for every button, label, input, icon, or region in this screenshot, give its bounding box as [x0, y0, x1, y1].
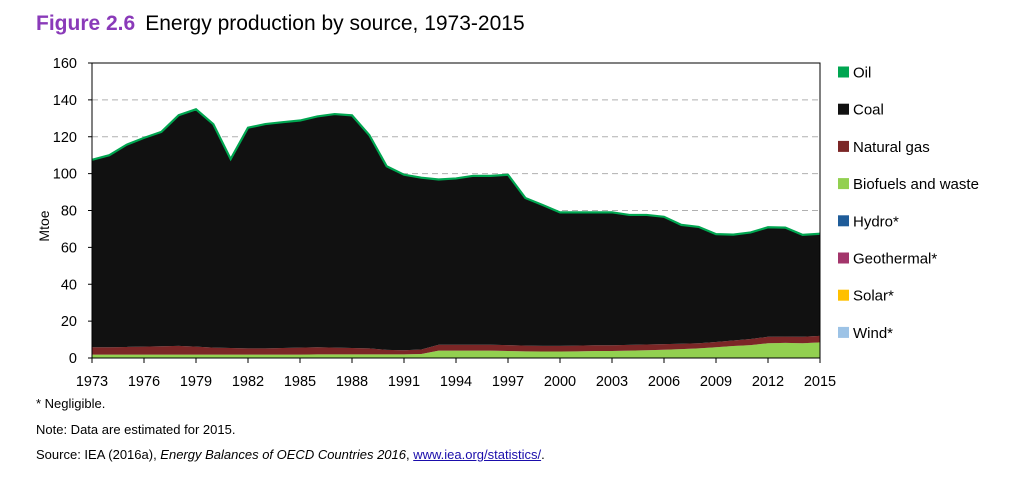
x-tick-label: 1997 — [492, 374, 524, 390]
x-tick-label: 2006 — [648, 374, 680, 390]
x-tick-label: 1973 — [76, 374, 108, 390]
x-tick-label: 1979 — [180, 374, 212, 390]
legend-swatch-geothermal — [838, 252, 849, 264]
x-tick-label: 1991 — [388, 374, 420, 390]
legend-label-oil: Oil — [853, 65, 871, 82]
x-tick-label: 1982 — [232, 374, 264, 390]
legend-label-coal: Coal — [853, 102, 884, 119]
y-tick-label: 140 — [53, 93, 77, 109]
legend-label-biofuels-and-waste: Biofuels and waste — [853, 176, 979, 193]
x-tick-label: 1985 — [284, 374, 316, 390]
y-tick-label: 160 — [53, 56, 77, 72]
y-tick-label: 20 — [61, 314, 77, 330]
stacked-areas — [91, 108, 821, 358]
source-sep: , — [405, 447, 414, 462]
legend: Oil Coal Natural gas Biofuels and waste Hydr… — [838, 65, 979, 342]
series-area-coal — [92, 109, 820, 351]
x-tick-label: 2003 — [596, 374, 628, 390]
figure-title-text: Energy production by source, 1973-2015 — [145, 12, 525, 35]
legend-swatch-natural-gas — [838, 140, 849, 152]
legend-swatch-solar — [838, 289, 849, 301]
y-tick-label: 40 — [61, 277, 77, 293]
footnote-source: Source: IEA (2016a), Energy Balances of … — [36, 447, 545, 462]
source-prefix: Source: IEA (2016a), — [36, 447, 161, 462]
y-tick-label: 80 — [61, 204, 77, 220]
x-tick-label: 2009 — [700, 374, 732, 390]
footnote-note: Note: Data are estimated for 2015. — [36, 422, 236, 437]
y-tick-label: 0 — [69, 351, 77, 367]
y-tick-label: 120 — [53, 130, 77, 146]
legend-swatch-hydro — [838, 215, 849, 227]
x-tick-label: 1988 — [336, 374, 368, 390]
series-area-biofuels-and-waste — [92, 342, 820, 358]
series-area-natural-gas — [92, 335, 820, 355]
y-axis-title: Mtoe — [36, 210, 52, 241]
y-axis-ticks: 0 20 40 60 80 100 120 140 160 — [53, 56, 92, 367]
source-link[interactable]: www.iea.org/statistics/ — [413, 447, 542, 462]
figure-number: Figure 2.6 — [36, 12, 136, 35]
series-line-oil — [91, 108, 821, 236]
legend-label-wind: Wind* — [853, 325, 893, 342]
source-title: Energy Balances of OECD Countries 2016 — [160, 447, 406, 462]
legend-swatch-coal — [838, 103, 849, 115]
legend-label-geothermal: Geothermal* — [853, 251, 937, 268]
y-tick-label: 100 — [53, 167, 77, 183]
legend-label-natural-gas: Natural gas — [853, 139, 930, 156]
legend-label-solar: Solar* — [853, 288, 894, 305]
legend-label-hydro: Hydro* — [853, 213, 899, 230]
x-tick-label: 2012 — [752, 374, 784, 390]
x-axis-ticks: 1973 1976 1979 1982 1985 1988 1991 1994 1997 2000… — [76, 358, 836, 390]
figure-title: Figure 2.6 Energy production by source, 1… — [36, 12, 525, 36]
legend-swatch-oil — [838, 66, 849, 78]
x-tick-label: 1994 — [440, 374, 472, 390]
source-suffix: . — [541, 447, 545, 462]
x-tick-label: 2000 — [544, 374, 576, 390]
legend-swatch-wind — [838, 326, 849, 338]
x-tick-label: 1976 — [128, 374, 160, 390]
footnote-negligible: * Negligible. — [36, 396, 106, 411]
y-tick-label: 60 — [61, 240, 77, 256]
x-tick-label: 2015 — [804, 374, 836, 390]
legend-swatch-biofuels-and-waste — [838, 178, 849, 190]
